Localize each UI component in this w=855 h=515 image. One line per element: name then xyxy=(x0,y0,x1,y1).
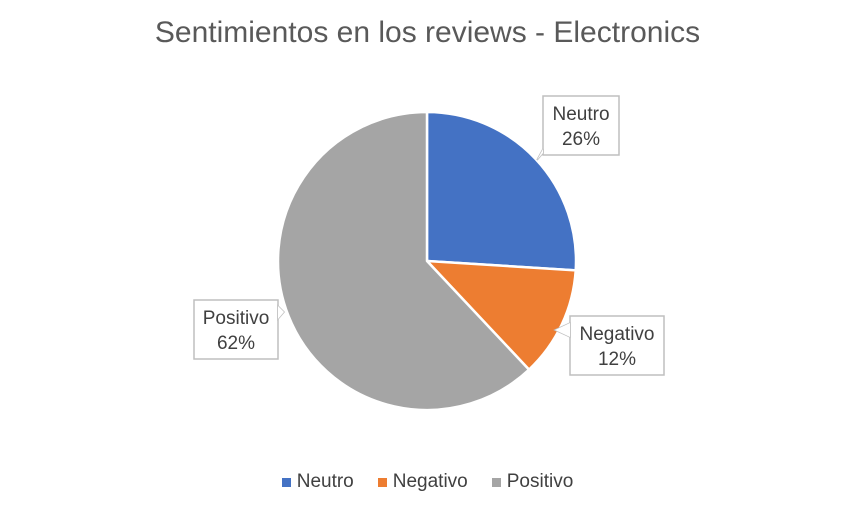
data-label-value: 26% xyxy=(562,129,600,150)
pie-slice-negativo xyxy=(425,259,577,371)
chart-title: Sentimientos en los reviews - Electronic… xyxy=(154,16,701,49)
data-label-category: Positivo xyxy=(203,308,270,329)
data-label-neutro: Neutro 26% xyxy=(536,95,620,161)
legend-item-neutro: Neutro xyxy=(281,471,354,493)
legend-swatch-positivo xyxy=(491,477,501,487)
chart-legend: Neutro Negativo Positivo xyxy=(0,471,855,493)
data-label-value: 12% xyxy=(598,349,636,370)
legend-label-positivo: Positivo xyxy=(506,471,574,492)
legend-swatch-neutro xyxy=(281,477,291,487)
callout-box xyxy=(569,315,665,376)
callout-box xyxy=(542,95,620,156)
pie-slice-positivo xyxy=(276,110,531,412)
legend-item-positivo: Positivo xyxy=(491,471,574,493)
data-label-negativo: Negativo 12% xyxy=(553,315,665,376)
callout-box xyxy=(193,299,279,360)
legend-label-neutro: Neutro xyxy=(296,471,354,492)
legend-label-negativo: Negativo xyxy=(392,471,468,492)
legend-item-negativo: Negativo xyxy=(377,471,468,493)
data-label-category: Neutro xyxy=(552,104,609,125)
data-label-category: Negativo xyxy=(580,324,655,345)
data-label-positivo: Positivo 62% xyxy=(193,299,286,360)
pie-slice-neutro xyxy=(425,110,578,272)
data-label-value: 62% xyxy=(217,333,255,354)
legend-swatch-negativo xyxy=(377,477,387,487)
